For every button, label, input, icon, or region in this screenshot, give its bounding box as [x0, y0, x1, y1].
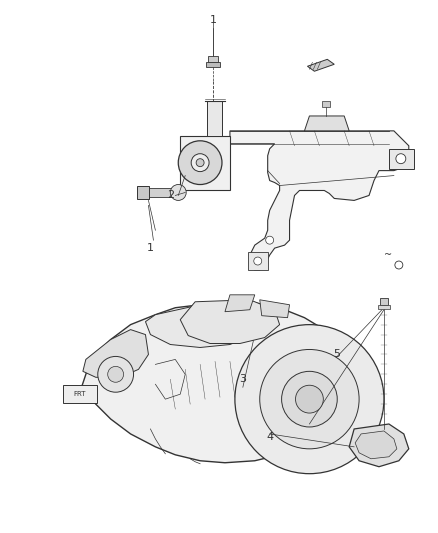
Bar: [148, 188, 178, 197]
Polygon shape: [81, 302, 354, 463]
Text: 1: 1: [209, 14, 216, 25]
Polygon shape: [207, 101, 222, 136]
Polygon shape: [180, 300, 279, 343]
Text: 2: 2: [167, 190, 174, 200]
Text: 5: 5: [333, 350, 340, 359]
Bar: [380, 298, 388, 305]
Circle shape: [254, 257, 262, 265]
Polygon shape: [307, 59, 334, 71]
Circle shape: [282, 372, 337, 427]
Bar: [322, 101, 330, 107]
Polygon shape: [230, 131, 409, 270]
Bar: [206, 62, 220, 67]
Circle shape: [235, 325, 384, 474]
Polygon shape: [355, 431, 397, 459]
Text: 1: 1: [147, 243, 154, 253]
Circle shape: [191, 154, 209, 172]
Circle shape: [178, 141, 222, 184]
Circle shape: [196, 159, 204, 167]
Text: ~: ~: [384, 250, 392, 260]
Circle shape: [260, 350, 359, 449]
Circle shape: [108, 366, 124, 382]
Circle shape: [296, 385, 323, 413]
Bar: [389, 149, 414, 168]
Bar: [137, 185, 149, 199]
Circle shape: [395, 261, 403, 269]
Bar: [180, 136, 230, 190]
Bar: [378, 305, 390, 309]
Polygon shape: [145, 303, 265, 348]
Circle shape: [170, 184, 186, 200]
Polygon shape: [349, 424, 409, 467]
FancyBboxPatch shape: [63, 385, 97, 403]
Text: 4: 4: [266, 432, 273, 442]
Text: FRT: FRT: [74, 391, 86, 397]
Bar: [208, 56, 218, 62]
Circle shape: [396, 154, 406, 164]
Text: 3: 3: [239, 374, 246, 384]
Circle shape: [98, 357, 134, 392]
Polygon shape: [83, 329, 148, 377]
Polygon shape: [225, 295, 255, 312]
Polygon shape: [304, 116, 349, 131]
Polygon shape: [260, 300, 290, 318]
Circle shape: [266, 236, 274, 244]
Bar: [248, 252, 268, 270]
